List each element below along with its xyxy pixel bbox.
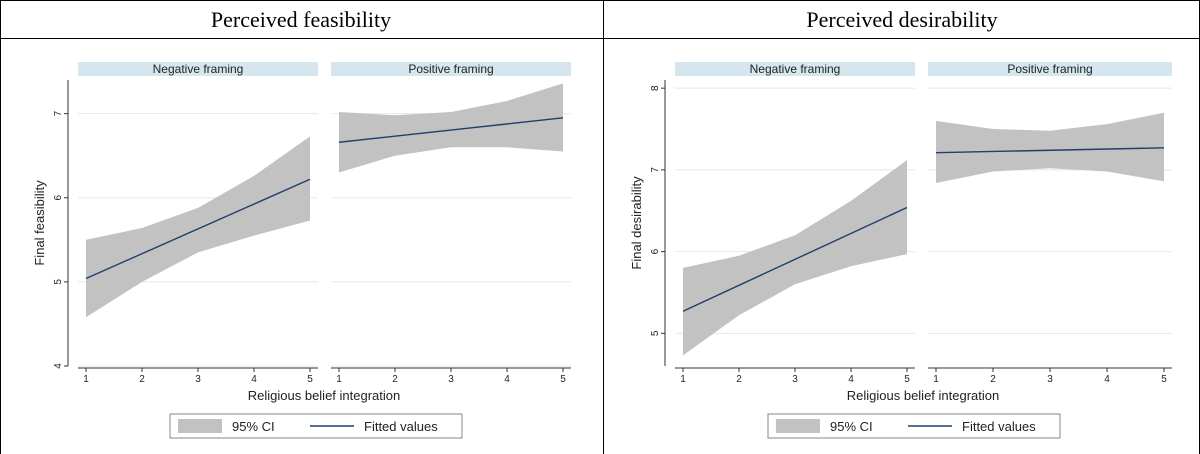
panel-strip (928, 62, 1172, 76)
x-tick-label: 3 (1047, 374, 1053, 385)
panel-negative-framing: Negative framing 1 2 3 4 5 (78, 62, 318, 385)
ci-band (339, 83, 563, 173)
x-tick-label: 1 (336, 374, 342, 385)
panel-strip-label: Negative framing (153, 62, 244, 76)
x-tick-label: 5 (1161, 374, 1167, 385)
legend-ci-label: 95% CI (830, 419, 873, 434)
panel-positive-framing: Positive framing 1 2 3 4 5 (928, 62, 1172, 385)
x-tick-label: 2 (990, 374, 996, 385)
y-axis-label: Final desirability (629, 176, 644, 270)
x-tick-label: 4 (251, 374, 257, 385)
y-axis-label: Final feasibility (32, 180, 47, 266)
x-tick-label: 5 (560, 374, 566, 385)
ci-band (86, 136, 310, 318)
chart-desirability: Negative framing 1 2 3 4 5 Positive framing 1 2 3… (629, 62, 1172, 439)
y-tick-label: 5 (650, 330, 661, 336)
x-axis-label: Religious belief integration (847, 388, 999, 403)
fitted-line (338, 117, 564, 143)
x-tick-label: 4 (1104, 374, 1110, 385)
panel-strip-label: Positive framing (1007, 62, 1092, 76)
legend-ci-swatch (776, 419, 820, 433)
x-tick-label: 2 (139, 374, 145, 385)
fitted-line (682, 206, 908, 312)
x-tick-label: 2 (392, 374, 398, 385)
x-tick-label: 1 (933, 374, 939, 385)
header-feasibility: Perceived feasibility (211, 7, 391, 32)
x-tick-label: 3 (448, 374, 454, 385)
x-tick-label: 3 (195, 374, 201, 385)
panel-strip (78, 62, 318, 76)
y-tick-label: 4 (53, 363, 64, 369)
legend-ci-swatch (178, 419, 222, 433)
fitted-line (85, 178, 311, 280)
chart-feasibility: Negative framing 1 2 3 4 5 Positive framing 1 2 3… (32, 62, 571, 439)
y-tick-label: 6 (53, 195, 64, 201)
panel-negative-framing: Negative framing 1 2 3 4 5 (675, 62, 915, 385)
x-tick-label: 4 (848, 374, 854, 385)
legend: 95% CI Fitted values (767, 413, 1061, 439)
panel-strip-label: Positive framing (408, 62, 493, 76)
y-tick-label: 8 (650, 85, 661, 91)
x-tick-label: 5 (307, 374, 313, 385)
y-tick-label: 5 (53, 279, 64, 285)
legend: 95% CI Fitted values (169, 413, 463, 439)
x-axis-label: Religious belief integration (248, 388, 400, 403)
x-tick-label: 2 (736, 374, 742, 385)
ci-band (936, 112, 1164, 183)
x-tick-label: 1 (83, 374, 89, 385)
x-tick-label: 5 (904, 374, 910, 385)
x-tick-label: 3 (792, 374, 798, 385)
panel-strip (331, 62, 571, 76)
header-desirability: Perceived desirability (806, 7, 997, 32)
x-tick-label: 4 (504, 374, 510, 385)
legend-fitted-label: Fitted values (364, 419, 438, 434)
fitted-line (935, 147, 1165, 154)
legend-fitted-label: Fitted values (962, 419, 1036, 434)
panel-positive-framing: Positive framing 1 2 3 4 5 (331, 62, 571, 385)
y-tick-label: 7 (53, 110, 64, 116)
y-tick-label: 7 (650, 167, 661, 173)
y-tick-label: 6 (650, 248, 661, 254)
x-tick-label: 1 (680, 374, 686, 385)
panel-strip (675, 62, 915, 76)
legend-ci-label: 95% CI (232, 419, 275, 434)
panel-strip-label: Negative framing (750, 62, 841, 76)
ci-band (683, 160, 907, 356)
